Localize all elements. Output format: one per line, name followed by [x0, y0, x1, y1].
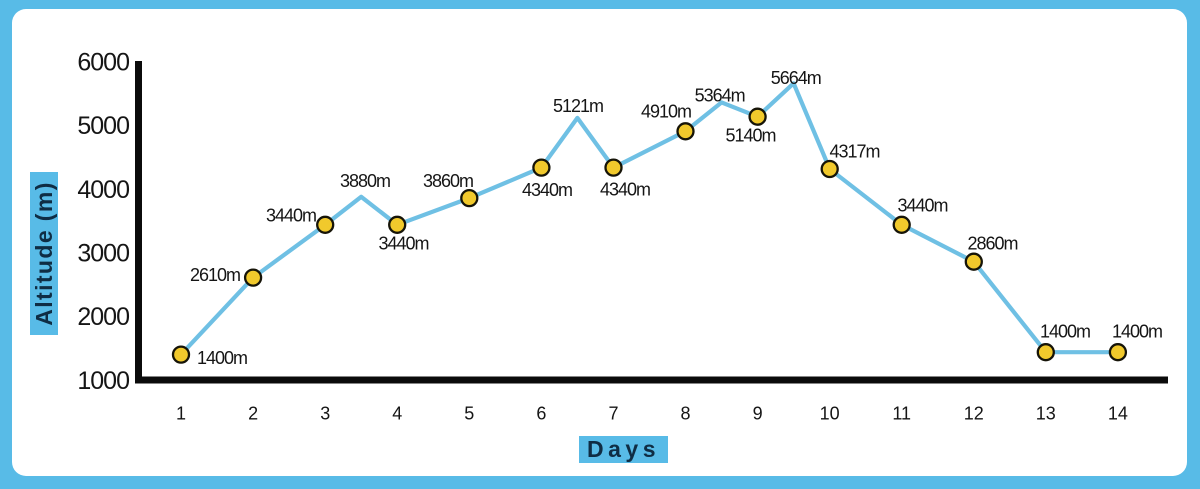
svg-text:4340m: 4340m [522, 180, 572, 200]
svg-text:4000: 4000 [77, 176, 129, 204]
svg-text:3000: 3000 [77, 239, 129, 267]
svg-text:3880m: 3880m [340, 171, 390, 191]
svg-text:2000: 2000 [77, 303, 129, 331]
svg-text:1400m: 1400m [197, 348, 247, 368]
svg-text:3860m: 3860m [423, 171, 473, 191]
svg-text:5121m: 5121m [553, 96, 603, 116]
svg-text:Days: Days [587, 436, 660, 462]
svg-text:6000: 6000 [77, 49, 129, 77]
svg-text:3440m: 3440m [378, 234, 428, 254]
svg-text:4340m: 4340m [600, 180, 650, 200]
svg-text:2: 2 [248, 404, 258, 424]
svg-text:1: 1 [176, 404, 186, 424]
svg-text:5364m: 5364m [695, 86, 745, 106]
svg-text:9: 9 [753, 404, 763, 424]
svg-text:13: 13 [1036, 404, 1056, 424]
svg-text:5: 5 [464, 404, 474, 424]
svg-text:5000: 5000 [77, 112, 129, 140]
svg-text:3: 3 [320, 404, 330, 424]
svg-text:4317m: 4317m [830, 142, 880, 162]
svg-text:4910m: 4910m [641, 102, 691, 122]
svg-text:11: 11 [892, 404, 911, 424]
svg-text:Altitude (m): Altitude (m) [31, 181, 57, 326]
svg-text:14: 14 [1108, 404, 1128, 424]
svg-text:7: 7 [608, 404, 618, 424]
svg-text:5140m: 5140m [725, 126, 775, 146]
svg-text:10: 10 [820, 404, 840, 424]
svg-text:2860m: 2860m [968, 234, 1018, 254]
svg-text:1400m: 1400m [1040, 322, 1090, 342]
svg-text:3440m: 3440m [898, 196, 948, 216]
svg-text:1400m: 1400m [1112, 322, 1162, 342]
svg-text:1000: 1000 [77, 367, 129, 395]
svg-text:2610m: 2610m [190, 265, 240, 285]
svg-text:5664m: 5664m [771, 68, 821, 88]
svg-text:8: 8 [680, 404, 690, 424]
svg-text:6: 6 [536, 404, 546, 424]
svg-text:4: 4 [392, 404, 402, 424]
svg-text:3440m: 3440m [266, 206, 316, 226]
svg-text:12: 12 [964, 404, 984, 424]
